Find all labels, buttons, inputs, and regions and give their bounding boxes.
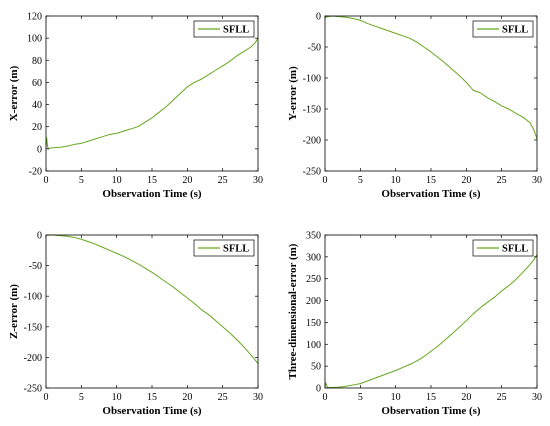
axes-frame [324, 15, 538, 172]
series-line-sfll [324, 254, 538, 389]
y-tick-label: -50 [29, 261, 42, 272]
y-axis-title: Y-error (m) [287, 66, 299, 121]
y-tick-label: -200 [303, 136, 321, 147]
x-tick-label: 0 [44, 392, 49, 403]
legend-box [472, 20, 534, 38]
legend-label: SFLL [502, 244, 528, 255]
y-tick-label: 100 [27, 34, 42, 45]
subplot-1: 0 5 10 15 20 25 30-20020406080100120Observatio… [8, 12, 263, 201]
x-tick-label: 30 [532, 175, 542, 186]
y-tick-label: 0 [37, 231, 42, 242]
axes-frame [45, 15, 259, 172]
x-tick-label: 15 [147, 175, 157, 186]
y-tick-label: 60 [32, 78, 42, 89]
y-tick-label: 300 [306, 252, 321, 263]
x-tick-label: 30 [253, 175, 263, 186]
x-tick-label: 25 [497, 392, 507, 403]
legend-box [193, 20, 255, 38]
x-axis-title: Observation Time (s) [102, 188, 202, 200]
y-axis-title: Z-error (m) [8, 284, 20, 339]
x-tick-label: 20 [461, 175, 471, 186]
x-tick-label: 30 [253, 392, 263, 403]
x-tick-label: 0 [323, 392, 328, 403]
y-tick-label: 120 [27, 12, 42, 23]
subplot-2: 0 5 10 15 20 25 30 -250 -200 -150 -100 -50 0 Observat… [287, 12, 542, 201]
x-tick-label: 0 [323, 175, 328, 186]
x-axis-title: Observation Time (s) [381, 405, 481, 417]
x-tick-label: 10 [391, 175, 401, 186]
legend-box [472, 239, 534, 257]
x-tick-label: 15 [426, 392, 436, 403]
x-tick-label: 15 [426, 175, 436, 186]
x-tick-label: 25 [218, 175, 228, 186]
y-tick-label: 40 [32, 100, 42, 111]
legend: SFLL [472, 20, 534, 38]
y-tick-label: -200 [24, 353, 42, 364]
subplot-3: 0 5 10 15 20 25 30 -250 -200 -150 -100 -50 0 Observat… [8, 231, 263, 418]
x-tick-label: 25 [497, 175, 507, 186]
legend-label: SFLL [223, 244, 249, 255]
y-tick-label: 0 [37, 144, 42, 155]
x-tick-label: 0 [44, 175, 49, 186]
x-tick-label: 5 [79, 175, 84, 186]
x-tick-label: 10 [112, 392, 122, 403]
y-axis-title: X-error (m) [8, 65, 20, 121]
x-tick-label: 5 [358, 392, 363, 403]
y-tick-label: 200 [306, 296, 321, 307]
y-tick-label: 350 [306, 231, 321, 242]
series-line-sfll [324, 15, 538, 139]
x-tick-label: 5 [79, 392, 84, 403]
y-tick-label: 0 [316, 12, 321, 23]
y-tick-label: -150 [24, 322, 42, 333]
x-axis-title: Observation Time (s) [381, 188, 481, 200]
y-tick-label: -150 [303, 105, 321, 116]
legend-label: SFLL [223, 25, 249, 36]
x-tick-label: 10 [391, 392, 401, 403]
legend-label: SFLL [502, 25, 528, 36]
x-tick-label: 25 [218, 392, 228, 403]
y-tick-label: -100 [24, 292, 42, 303]
x-tick-label: 5 [358, 175, 363, 186]
y-tick-label: -20 [29, 167, 42, 178]
legend: SFLL [472, 239, 534, 257]
y-tick-label: 0 [316, 384, 321, 395]
y-tick-label: 80 [32, 56, 42, 67]
axes-frame [45, 234, 259, 389]
x-tick-label: 15 [147, 392, 157, 403]
x-tick-label: 20 [461, 392, 471, 403]
y-tick-label: -50 [308, 43, 321, 54]
y-axis-title: Three-dimensional-error (m) [287, 243, 299, 379]
legend: SFLL [193, 20, 255, 38]
x-tick-label: 30 [532, 392, 542, 403]
legend: SFLL [193, 239, 255, 257]
y-tick-label: 100 [306, 340, 321, 351]
x-tick-label: 20 [182, 392, 192, 403]
y-tick-label: -100 [303, 74, 321, 85]
y-tick-label: 20 [32, 122, 42, 133]
y-tick-label: -250 [303, 167, 321, 178]
x-tick-label: 10 [112, 175, 122, 186]
series-line-sfll [46, 234, 259, 364]
series-line-sfll [45, 37, 259, 150]
y-tick-label: -250 [24, 384, 42, 395]
x-tick-label: 20 [182, 175, 192, 186]
y-tick-label: 150 [306, 318, 321, 329]
x-axis-title: Observation Time (s) [102, 405, 202, 417]
legend-box [193, 239, 255, 257]
y-tick-label: 50 [311, 362, 321, 373]
axes-frame [324, 234, 538, 389]
subplot-4: 0 5 10 15 20 25 30050100150200250300350Observa… [287, 231, 542, 418]
y-tick-label: 250 [306, 274, 321, 285]
